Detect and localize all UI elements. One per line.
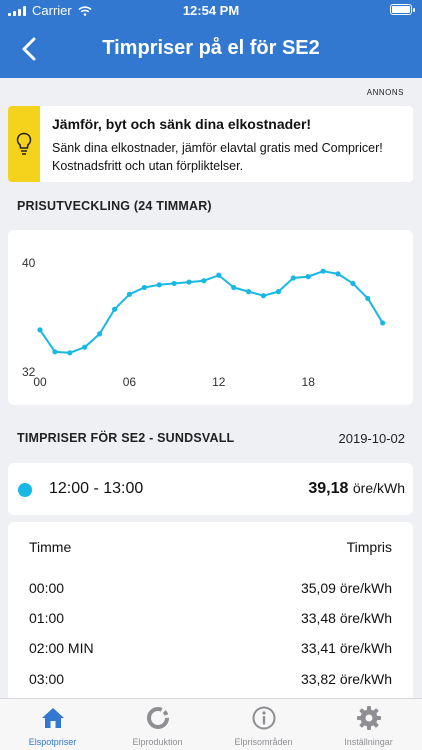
ad-accent-bar: [8, 106, 40, 182]
table-row: 01:00 33,48 öre/kWh: [29, 610, 392, 630]
price-data-point: [171, 280, 177, 287]
x-tick-label: 06: [123, 375, 137, 389]
price-date: 2019-10-02: [338, 431, 406, 446]
info-icon: [252, 706, 276, 730]
price-data-point: [365, 295, 371, 302]
table-header-hour: Timme: [29, 539, 72, 555]
carrier-info: Carrier: [8, 3, 92, 18]
tab-elproduktion[interactable]: Elproduktion: [105, 699, 210, 750]
tab-bar: Elspotpriser Elproduktion Elprisområden …: [0, 698, 422, 750]
price-chart: 40 32 00 06 12 18: [8, 230, 413, 405]
price-data-point: [275, 289, 281, 295]
current-price-unit: öre/kWh: [352, 480, 405, 496]
price-data-point: [37, 327, 43, 333]
tab-installningar[interactable]: Inställningar: [316, 699, 421, 750]
tab-label: Inställningar: [344, 737, 393, 747]
x-tick-label: 00: [33, 375, 47, 389]
current-indicator-dot: [18, 483, 32, 497]
region-title: TIMPRISER FÖR SE2 - SUNDSVALL: [17, 431, 235, 445]
tab-elprisomraden[interactable]: Elprisområden: [211, 699, 316, 750]
price-data-point: [186, 279, 192, 285]
x-tick-label: 12: [212, 375, 226, 389]
status-time: 12:54 PM: [182, 3, 240, 18]
current-price-value: 39,18: [308, 480, 349, 497]
ad-headline: Jämför, byt och sänk dina elkostnader!: [52, 116, 312, 132]
home-icon: [42, 708, 64, 728]
price-data-point: [201, 278, 207, 284]
current-interval: 12:00 - 13:00: [49, 480, 144, 497]
battery-icon: [390, 4, 415, 15]
y-tick-label: 40: [22, 256, 36, 270]
back-button[interactable]: [18, 36, 42, 62]
row-price: 33,82 öre/kWh: [300, 671, 392, 687]
price-data-point: [156, 282, 162, 288]
row-price: 33,41 öre/kWh: [300, 640, 392, 656]
price-data-point: [305, 274, 311, 280]
ad-banner[interactable]: Jämför, byt och sänk dina elkostnader! S…: [8, 106, 413, 182]
hourly-price-table[interactable]: Timme Timpris 00:00 35,09 öre/kWh 01:00 …: [8, 522, 413, 707]
ad-body: Sänk dina elkostnader, jämför elavtal gr…: [52, 141, 383, 173]
price-data-point: [111, 306, 118, 312]
row-hour: 01:00: [29, 610, 65, 626]
price-data-point: [52, 349, 58, 355]
price-data-point: [231, 284, 237, 291]
table-header-price: Timpris: [346, 539, 392, 555]
price-data-point: [126, 291, 132, 297]
price-data-point: [67, 350, 73, 356]
row-hour: 00:00: [29, 580, 65, 596]
price-data-point: [260, 293, 267, 299]
price-data-point: [290, 275, 296, 281]
price-data-point: [350, 280, 356, 287]
table-row: 02:00 MIN 33,41 öre/kWh: [29, 640, 392, 660]
price-data-point: [335, 271, 341, 277]
tab-label: Elspotpriser: [28, 737, 77, 747]
current-hour-card: 12:00 - 13:00 39,18 öre/kWh: [8, 463, 413, 515]
wifi-icon: [78, 5, 92, 16]
table-row: 00:00 35,09 öre/kWh: [29, 580, 392, 600]
x-tick-label: 18: [302, 375, 316, 389]
price-data-point: [97, 331, 103, 337]
carrier-label: Carrier: [32, 3, 72, 18]
tab-label: Elprisområden: [234, 737, 293, 747]
row-hour: 02:00 MIN: [29, 640, 94, 656]
tab-label: Elproduktion: [132, 737, 183, 747]
price-series-line: [39, 270, 384, 354]
ad-label: ANNONS: [366, 88, 404, 97]
row-price: 35,09 öre/kWh: [300, 580, 392, 596]
current-price: 39,18 öre/kWh: [308, 480, 405, 498]
status-bar: Carrier 12:54 PM: [0, 0, 422, 22]
ring-chart-icon: [147, 707, 169, 729]
y-tick-label: 32: [22, 365, 36, 379]
lightbulb-icon: [16, 132, 32, 155]
signal-icon: [8, 5, 26, 16]
price-data-point: [82, 344, 88, 350]
chart-section-title: PRISUTVECKLING (24 TIMMAR): [17, 199, 212, 213]
nav-header: Carrier 12:54 PM Timpriser på el för SE2: [0, 0, 422, 78]
price-data-point: [216, 272, 222, 278]
price-data-point: [246, 289, 252, 295]
table-row: 03:00 33,82 öre/kWh: [29, 671, 392, 691]
price-data-point: [380, 320, 386, 326]
row-price: 33,48 öre/kWh: [300, 610, 392, 626]
table-header: Timme Timpris: [29, 539, 392, 559]
row-hour: 03:00: [29, 671, 65, 687]
page-title: Timpriser på el för SE2: [102, 37, 320, 59]
tab-elspotpriser[interactable]: Elspotpriser: [0, 699, 105, 750]
price-data-point: [320, 268, 326, 274]
gear-icon: [357, 706, 381, 730]
price-data-point: [141, 284, 147, 291]
